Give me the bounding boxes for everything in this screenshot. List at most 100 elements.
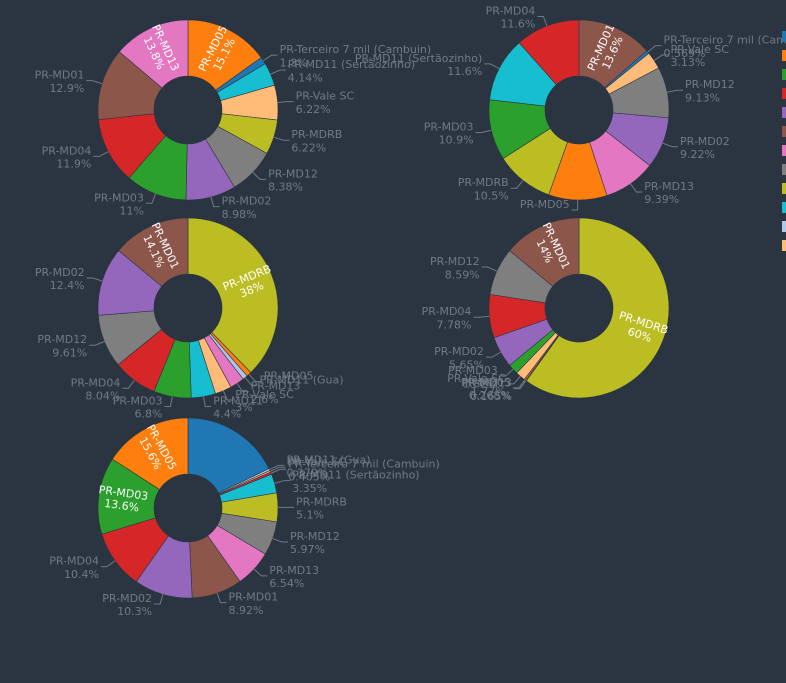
slice-label: PR-MD0313.6% xyxy=(96,483,149,515)
label-leader-line xyxy=(86,277,103,282)
slice-percent: 9.61% xyxy=(52,346,87,359)
slice-percent: 5.65% xyxy=(449,358,484,371)
slice-percent: 11.6% xyxy=(447,65,482,78)
slice-name: PR-MD04 xyxy=(422,305,472,318)
label-leader-line xyxy=(164,396,173,407)
slice-label: PR-MD02 9.22% xyxy=(680,135,730,161)
slice-name: PR-Vale SC xyxy=(447,372,506,385)
slice-name: PR-Terceiro 7 mil (Cambuin) xyxy=(664,34,786,47)
slice-name: PR-MD03 xyxy=(113,394,163,407)
slice-percent: 11.6% xyxy=(500,18,535,31)
slice-percent: 2.6% xyxy=(251,393,279,406)
slice-name: PR-MD11 (Gua) xyxy=(286,453,370,466)
label-leader-line xyxy=(481,266,498,272)
label-leader-line xyxy=(499,368,514,377)
label-leader-line xyxy=(100,560,116,568)
legend-swatch[interactable] xyxy=(782,145,786,156)
slice-percent: 0.165% xyxy=(470,390,512,403)
slice-percent: 7.78% xyxy=(436,318,471,331)
slice-label: PR-MDRB 6.22% xyxy=(291,128,342,154)
label-leader-line xyxy=(210,196,220,208)
slice-label: PR-MD03 6.8% xyxy=(113,394,163,420)
slice-name: PR-MD04 xyxy=(486,5,536,18)
legend-swatch[interactable] xyxy=(782,31,786,42)
legend-swatch[interactable] xyxy=(782,126,786,137)
label-leader-line xyxy=(270,69,286,75)
label-leader-line xyxy=(270,466,286,472)
slice-percent: 12.4% xyxy=(50,279,85,292)
slice-label: PR-Terceiro 7 mil (Cambuin) 0.405% xyxy=(288,457,440,483)
donut-chart-1: PR-MD0515.1% PR-Terceiro 7 mil (Cambuin) 1… xyxy=(35,19,432,221)
slice-label: PR-MD02 8.98% xyxy=(222,195,272,221)
slice-name: PR-MD12 xyxy=(37,333,87,346)
pie-slice[interactable] xyxy=(112,417,189,490)
legend-swatch[interactable] xyxy=(782,50,786,61)
label-leader-line xyxy=(513,380,527,390)
slice-label: PR-Terceiro 7 mil (Cambuin) 1.3% xyxy=(280,43,432,69)
slice-label: PR-MD03 10.9% xyxy=(424,120,474,146)
slice-percent: 5.1% xyxy=(296,509,324,522)
slice-name: PR-MD04 xyxy=(42,144,92,157)
label-leader-line xyxy=(93,151,109,157)
legend-swatch[interactable] xyxy=(782,88,786,99)
label-leader-line xyxy=(653,54,669,61)
slice-percent: 10.5% xyxy=(474,189,509,202)
slice-label: PR-MD02 10.3% xyxy=(102,592,152,618)
slice-percent: 0.405% xyxy=(288,471,330,484)
pie-slice[interactable] xyxy=(525,217,670,399)
donut-chart-2: PR-MD0113.6%PR-Terceiro 7 mil (Cambuin)0… xyxy=(355,5,786,211)
slice-label: PR-Terceiro 7 mil (Cambuin)0.569% xyxy=(664,34,786,60)
slice-percent: 4.4% xyxy=(213,408,241,421)
label-leader-line xyxy=(203,396,212,408)
pie-slice[interactable] xyxy=(118,217,189,287)
legend-swatch[interactable] xyxy=(782,202,786,213)
slice-label: PR-MD12 9.13% xyxy=(685,78,735,104)
pie-slice[interactable] xyxy=(518,19,580,86)
slice-name: PR-MDRB xyxy=(291,128,342,141)
label-leader-line xyxy=(647,45,662,53)
pie-slice[interactable] xyxy=(118,19,189,89)
legend-swatch[interactable] xyxy=(782,107,786,118)
legend-swatch[interactable] xyxy=(782,69,786,80)
donut-chart-5: PR-MD11 (Gua) 0.379%PR-Vale SCPR-Terceiro… xyxy=(49,417,440,618)
label-leader-line xyxy=(475,129,492,133)
slice-name: PR-MD11 (Sertãozinho) xyxy=(355,52,482,65)
legend-swatch[interactable] xyxy=(782,164,786,175)
slice-percent: 8.59% xyxy=(445,268,480,281)
label-leader-line xyxy=(252,172,267,180)
slice-label: PR-MD01 8.92% xyxy=(228,591,278,617)
label-leader-line xyxy=(270,468,287,474)
label-leader-line xyxy=(473,315,490,318)
legend[interactable] xyxy=(782,31,786,251)
slice-label: PR-MD12 8.59% xyxy=(430,255,480,281)
slice-percent: 11% xyxy=(119,204,143,217)
pie-slice[interactable] xyxy=(187,217,279,373)
slice-percent: 0.268% xyxy=(469,389,511,402)
slice-percent: 6.54% xyxy=(269,577,304,590)
slice-name: PR-MD04 xyxy=(49,555,99,568)
slice-label: PR-MD03 11% xyxy=(94,191,144,217)
label-leader-line xyxy=(272,538,289,543)
slice-label: PR-MD11 (Sertãozinho) 4.14% xyxy=(288,58,415,84)
legend-swatch[interactable] xyxy=(782,240,786,251)
slice-percent: 9.22% xyxy=(680,148,715,161)
legend-swatch[interactable] xyxy=(782,221,786,232)
slice-label: PR-MD04 7.78% xyxy=(422,305,472,331)
label-leader-line xyxy=(485,351,501,358)
slice-name: PR-Vale SC xyxy=(287,455,346,468)
slice-label: PR-MD12 9.61% xyxy=(37,333,87,359)
label-leader-line xyxy=(216,592,227,604)
legend-swatch[interactable] xyxy=(782,183,786,194)
label-leader-line xyxy=(571,199,579,211)
pie-slice[interactable] xyxy=(509,217,580,287)
slice-name: PR-Vale SC xyxy=(235,388,294,401)
slice-name: PR-MD01 xyxy=(228,591,278,604)
label-leader-line xyxy=(277,101,294,103)
label-leader-line xyxy=(262,54,278,62)
slice-name: PR-MD12 xyxy=(290,530,340,543)
slice-label: PR-MD02 12.4% xyxy=(35,266,85,292)
slice-label: PR-Vale SC 3% xyxy=(235,388,294,414)
pie-slice[interactable] xyxy=(187,417,270,494)
slice-percent: 1.77% xyxy=(471,385,506,398)
slice-name: PR-MD02 xyxy=(680,135,730,148)
